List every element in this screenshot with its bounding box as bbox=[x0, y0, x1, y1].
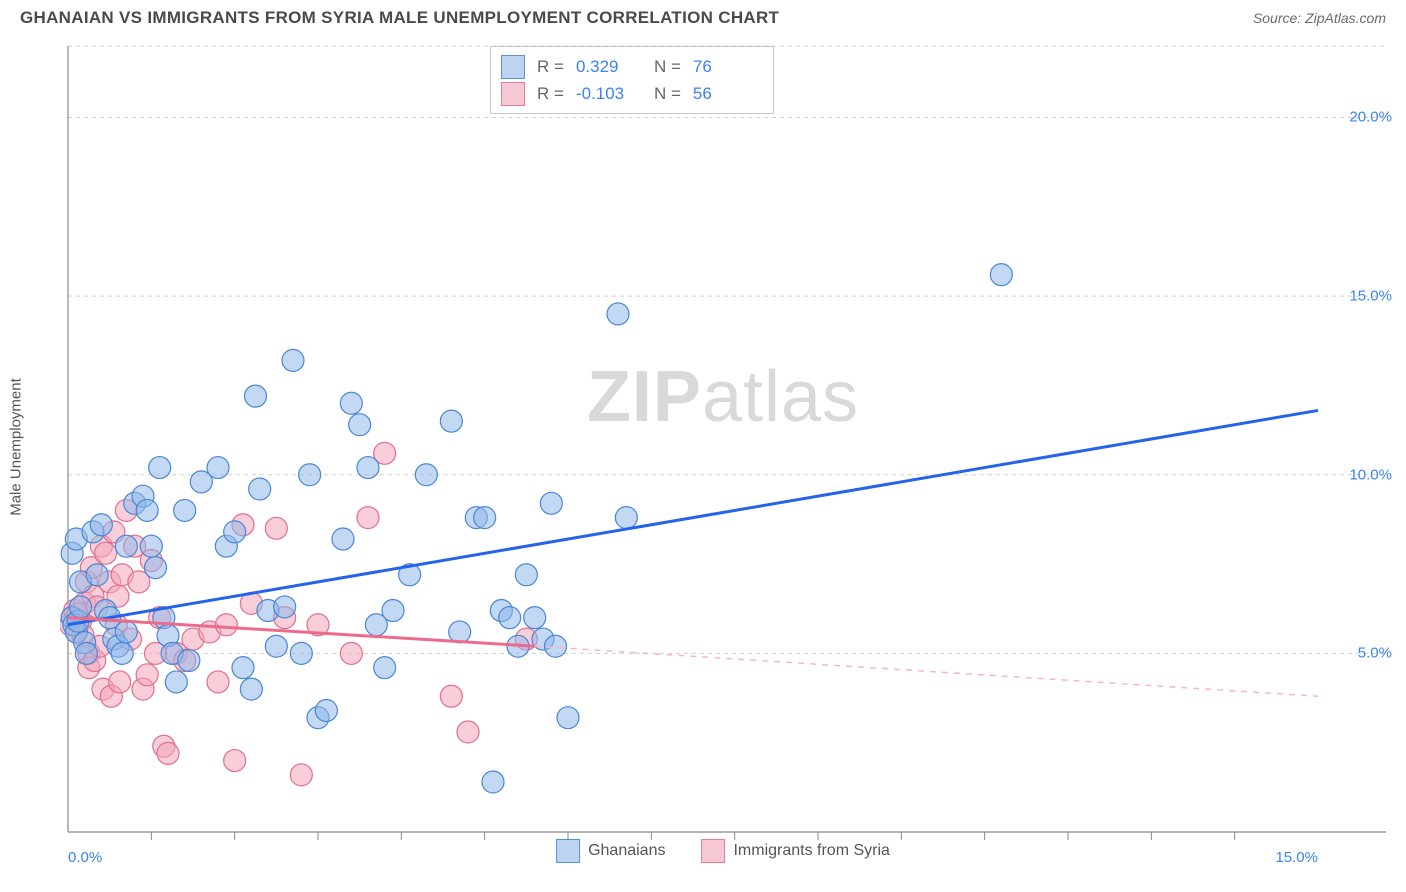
legend-item-pink: Immigrants from Syria bbox=[701, 839, 889, 863]
y-axis-label: Male Unemployment bbox=[8, 378, 25, 516]
swatch-pink bbox=[701, 839, 725, 863]
source-attribution: Source: ZipAtlas.com bbox=[1253, 10, 1386, 26]
stat-row-blue: R = 0.329 N = 76 bbox=[501, 53, 759, 80]
chart-title: GHANAIAN VS IMMIGRANTS FROM SYRIA MALE U… bbox=[20, 8, 779, 28]
swatch-blue bbox=[556, 839, 580, 863]
x-tick-label: 0.0% bbox=[68, 849, 102, 866]
stat-row-pink: R = -0.103 N = 56 bbox=[501, 80, 759, 107]
swatch-blue bbox=[501, 55, 525, 79]
y-tick-label: 5.0% bbox=[1358, 645, 1392, 662]
y-tick-label: 20.0% bbox=[1349, 109, 1392, 126]
y-tick-label: 10.0% bbox=[1349, 466, 1392, 483]
series-legend: Ghanaians Immigrants from Syria bbox=[556, 839, 890, 863]
swatch-pink bbox=[501, 82, 525, 106]
scatter-plot bbox=[60, 32, 1386, 862]
x-tick-label: 15.0% bbox=[1275, 849, 1318, 866]
y-tick-label: 15.0% bbox=[1349, 288, 1392, 305]
legend-item-blue: Ghanaians bbox=[556, 839, 665, 863]
chart-area: Male Unemployment ZIPatlas R = 0.329 N =… bbox=[60, 32, 1386, 862]
stat-legend: R = 0.329 N = 76 R = -0.103 N = 56 bbox=[490, 46, 774, 114]
